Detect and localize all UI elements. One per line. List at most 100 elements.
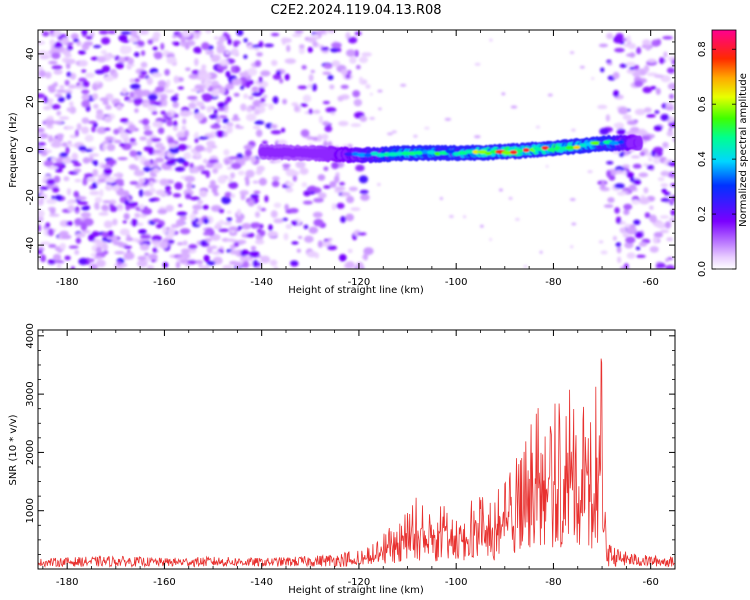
noise-blob [359,115,368,122]
noise-blob [52,186,60,193]
noise-blob [615,242,622,248]
noise-blob [291,102,299,107]
noise-blob [148,198,156,202]
noise-blob [151,72,163,78]
noise-blob [666,237,673,242]
noise-blob [664,221,671,229]
snr-y-tick-label: 3000 [25,381,36,406]
noise-blob [632,163,642,169]
noise-blob [293,105,300,113]
noise-blob [377,89,383,93]
noise-blob [246,106,252,113]
noise-blob [154,157,165,163]
noise-blob [327,30,336,34]
noise-blob [127,99,134,103]
noise-blob [209,233,221,241]
noise-blob [117,261,122,266]
noise-blob [155,142,164,149]
noise-blob [103,75,115,82]
noise-blob [260,255,271,264]
spectrogram-x-tick-label: -60 [643,277,659,288]
noise-blob [49,39,56,46]
noise-blob [53,175,61,183]
noise-blob [78,50,86,55]
noise-blob [119,228,130,236]
trace-core [426,150,436,155]
noise-blob [164,68,170,76]
noise-blob [76,196,87,201]
snr-panel: -180 -160 -140 -120 -100 -80 -60 1000 2000 3000 4… [8,323,676,596]
noise-blob [231,117,241,121]
noise-blob [271,180,280,188]
snr-y-tick-label: 4000 [25,323,36,348]
noise-blob [83,41,94,47]
noise-blob [50,141,62,148]
noise-blob [78,77,87,83]
noise-blob [40,254,46,263]
noise-blob [258,86,265,94]
noise-blob [346,195,355,204]
spectrogram-x-ticks: -180 -160 -140 -120 -100 -80 -60 [42,30,676,288]
noise-blob [646,164,654,170]
noise-blob [138,228,147,235]
noise-blob [571,222,577,226]
noise-blob [86,177,96,182]
noise-blob [629,175,635,183]
noise-blob [140,50,146,56]
snr-x-tick-label: -120 [348,577,371,588]
noise-blob [136,155,146,160]
noise-blob [291,33,302,37]
noise-blob [237,170,245,176]
snr-x-tick-label: -180 [56,577,79,588]
noise-blob [261,140,268,145]
noise-blob [655,262,666,269]
noise-blob [228,156,240,160]
noise-blob [653,231,664,238]
noise-blob [340,84,349,90]
noise-blob [73,190,80,198]
noise-blob [45,198,57,205]
noise-blob [246,232,255,238]
noise-blob [210,124,222,129]
noise-blob [230,65,236,74]
noise-blob [243,38,248,43]
colorbar-tick-label: 0.6 [697,96,708,112]
noise-blob [103,127,111,131]
trace-core [464,149,474,154]
noise-blob [208,159,219,164]
noise-blob [152,121,163,128]
noise-blob [193,58,199,67]
noise-blob [80,222,88,231]
noise-blob [194,260,204,265]
noise-blob [51,52,61,60]
noise-blob [228,226,239,231]
noise-blob [313,109,321,114]
noise-blob [146,77,153,86]
noise-blob [348,186,358,192]
noise-blob [159,241,169,249]
noise-blob [101,164,112,169]
noise-blob [354,49,359,58]
noise-blob [113,128,120,135]
noise-blob [643,163,649,167]
noise-blob [600,67,605,73]
noise-blob [130,83,141,90]
noise-blob [217,175,227,184]
noise-blob [606,161,614,165]
noise-blob [206,140,216,147]
noise-blob [134,101,141,106]
noise-blob [603,204,614,208]
noise-blob [151,235,163,242]
noise-blob [94,196,102,204]
noise-blob [223,131,228,138]
noise-blob [600,180,606,189]
noise-blob [82,80,90,88]
noise-blob [194,30,200,34]
noise-blob [213,108,218,115]
noise-blob [83,173,95,178]
noise-blob [104,136,114,141]
noise-blob [244,149,252,157]
noise-blob [600,250,608,255]
noise-blob [114,250,125,255]
noise-blob [391,130,397,134]
